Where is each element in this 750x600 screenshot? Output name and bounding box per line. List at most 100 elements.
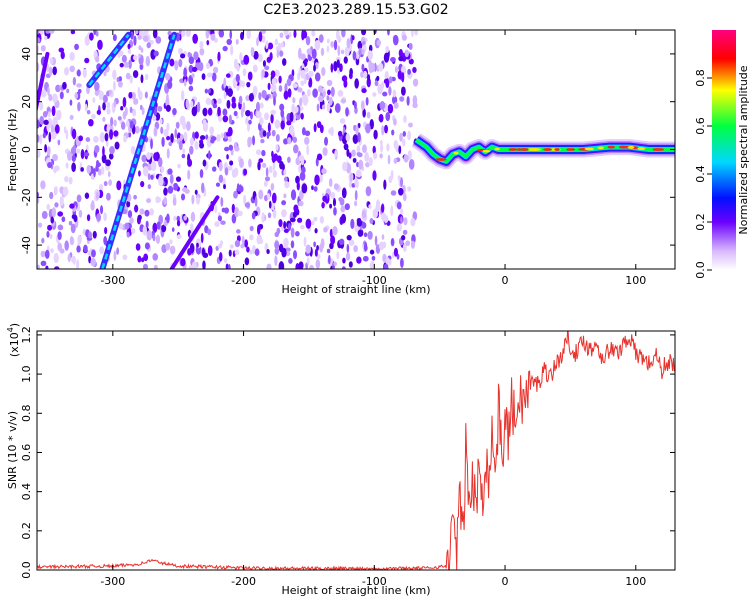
heatmap-cell	[311, 220, 315, 226]
heatmap-cell	[235, 74, 240, 83]
heatmap-cell	[314, 248, 318, 257]
heatmap-cell	[390, 237, 395, 247]
heatmap-cell	[49, 234, 53, 239]
heatmap-cell	[121, 54, 127, 63]
heatmap-cell	[76, 194, 82, 203]
heatmap-cell	[90, 257, 97, 267]
heatmap-cell	[102, 102, 106, 111]
heatmap-cell	[251, 212, 256, 220]
heatmap-cell	[51, 93, 58, 103]
heatmap-cell	[339, 63, 343, 73]
heatmap-cell	[408, 158, 415, 170]
heatmap-cell	[185, 98, 189, 109]
colorbar-tick-label: 0.8	[694, 69, 707, 87]
heatmap-cell	[286, 120, 292, 126]
heatmap-cell	[188, 85, 194, 92]
heatmap-cell	[339, 198, 345, 206]
heatmap-cell	[261, 212, 265, 221]
heatmap-cell	[264, 112, 269, 121]
heatmap-cell	[218, 174, 224, 183]
heatmap-cell	[63, 126, 67, 134]
heatmap-cell	[103, 71, 107, 77]
heatmap-cell	[47, 86, 50, 97]
heatmap-cell	[95, 56, 100, 63]
heatmap-cell	[167, 185, 174, 194]
heatmap-cell	[183, 67, 188, 78]
heatmap-cell	[316, 121, 322, 129]
heatmap-cell	[290, 227, 295, 238]
heatmap-cell	[153, 264, 158, 269]
heatmap-cell	[108, 179, 112, 186]
heatmap-cell	[289, 125, 295, 136]
heatmap-cell	[241, 235, 245, 247]
heatmap-cell	[313, 216, 318, 222]
heatmap-cell	[274, 247, 280, 255]
heatmap-cell	[229, 30, 233, 40]
heatmap-cell	[141, 154, 147, 163]
heatmap-cell	[183, 78, 187, 87]
heatmap-cell	[163, 187, 168, 196]
heatmap-cell	[122, 97, 127, 108]
heatmap-cell	[337, 130, 343, 137]
heatmap-cell	[99, 246, 104, 255]
heatmap-cell	[393, 139, 399, 150]
heatmap-streak	[37, 51, 50, 114]
heatmap-cell	[48, 94, 53, 102]
heatmap-cell	[390, 57, 396, 63]
heatmap-cell	[332, 226, 338, 236]
heatmap-cell	[233, 58, 239, 70]
heatmap-cell	[207, 107, 213, 116]
heatmap-cell	[410, 240, 415, 249]
heatmap-cell	[379, 101, 386, 110]
heatmap-cell	[153, 50, 159, 57]
heatmap-cell	[38, 222, 43, 228]
heatmap-cell	[240, 31, 245, 41]
heatmap-cell	[145, 220, 149, 229]
heatmap-cell	[292, 83, 299, 88]
heatmap-cell	[399, 96, 405, 102]
snr-x-tick-label: 100	[625, 575, 646, 588]
heatmap-cell	[254, 196, 258, 207]
heatmap-cell	[51, 207, 57, 218]
heatmap-cell	[388, 76, 393, 84]
heatmap-cell	[292, 97, 296, 104]
heatmap-cell	[192, 33, 198, 44]
heatmap-cell	[40, 260, 47, 267]
heatmap-cell	[326, 38, 330, 44]
heatmap-cell	[326, 102, 331, 113]
heatmap-cell	[283, 169, 287, 176]
heatmap-cell	[212, 103, 218, 109]
heatmap-cell	[94, 145, 100, 154]
heatmap-cell	[137, 86, 141, 97]
heatmap-cell	[149, 208, 154, 216]
heatmap-cell	[271, 83, 277, 94]
heatmap-cell	[371, 255, 376, 261]
heatmap-cell	[190, 223, 194, 233]
heatmap-cell	[105, 159, 111, 167]
heatmap-cell	[361, 63, 365, 72]
heatmap-cell	[140, 180, 145, 188]
heatmap-cell	[408, 42, 413, 51]
heatmap-cell	[146, 198, 152, 204]
snr-x-tick-label: 0	[502, 575, 509, 588]
heatmap-cell	[407, 186, 412, 192]
heatmap-cell	[257, 53, 263, 63]
heatmap-cell	[278, 85, 283, 92]
heatmap-cell	[244, 239, 249, 248]
heatmap-cell	[220, 197, 224, 207]
heatmap-cell	[397, 70, 403, 80]
heatmap-cell	[247, 71, 253, 81]
heatmap-cell	[49, 191, 54, 200]
heatmap-cell	[172, 196, 177, 206]
heatmap-cell	[407, 130, 412, 141]
heatmap-cell	[183, 215, 188, 221]
heatmap-cell	[368, 156, 373, 166]
heatmap-cell	[249, 234, 254, 241]
heatmap-cell	[193, 51, 199, 61]
heatmap-cell	[89, 32, 94, 41]
heatmap-cell	[45, 265, 49, 269]
heatmap-cell	[354, 177, 359, 188]
heatmap-cell	[48, 131, 52, 143]
heatmap-cell	[196, 242, 199, 248]
